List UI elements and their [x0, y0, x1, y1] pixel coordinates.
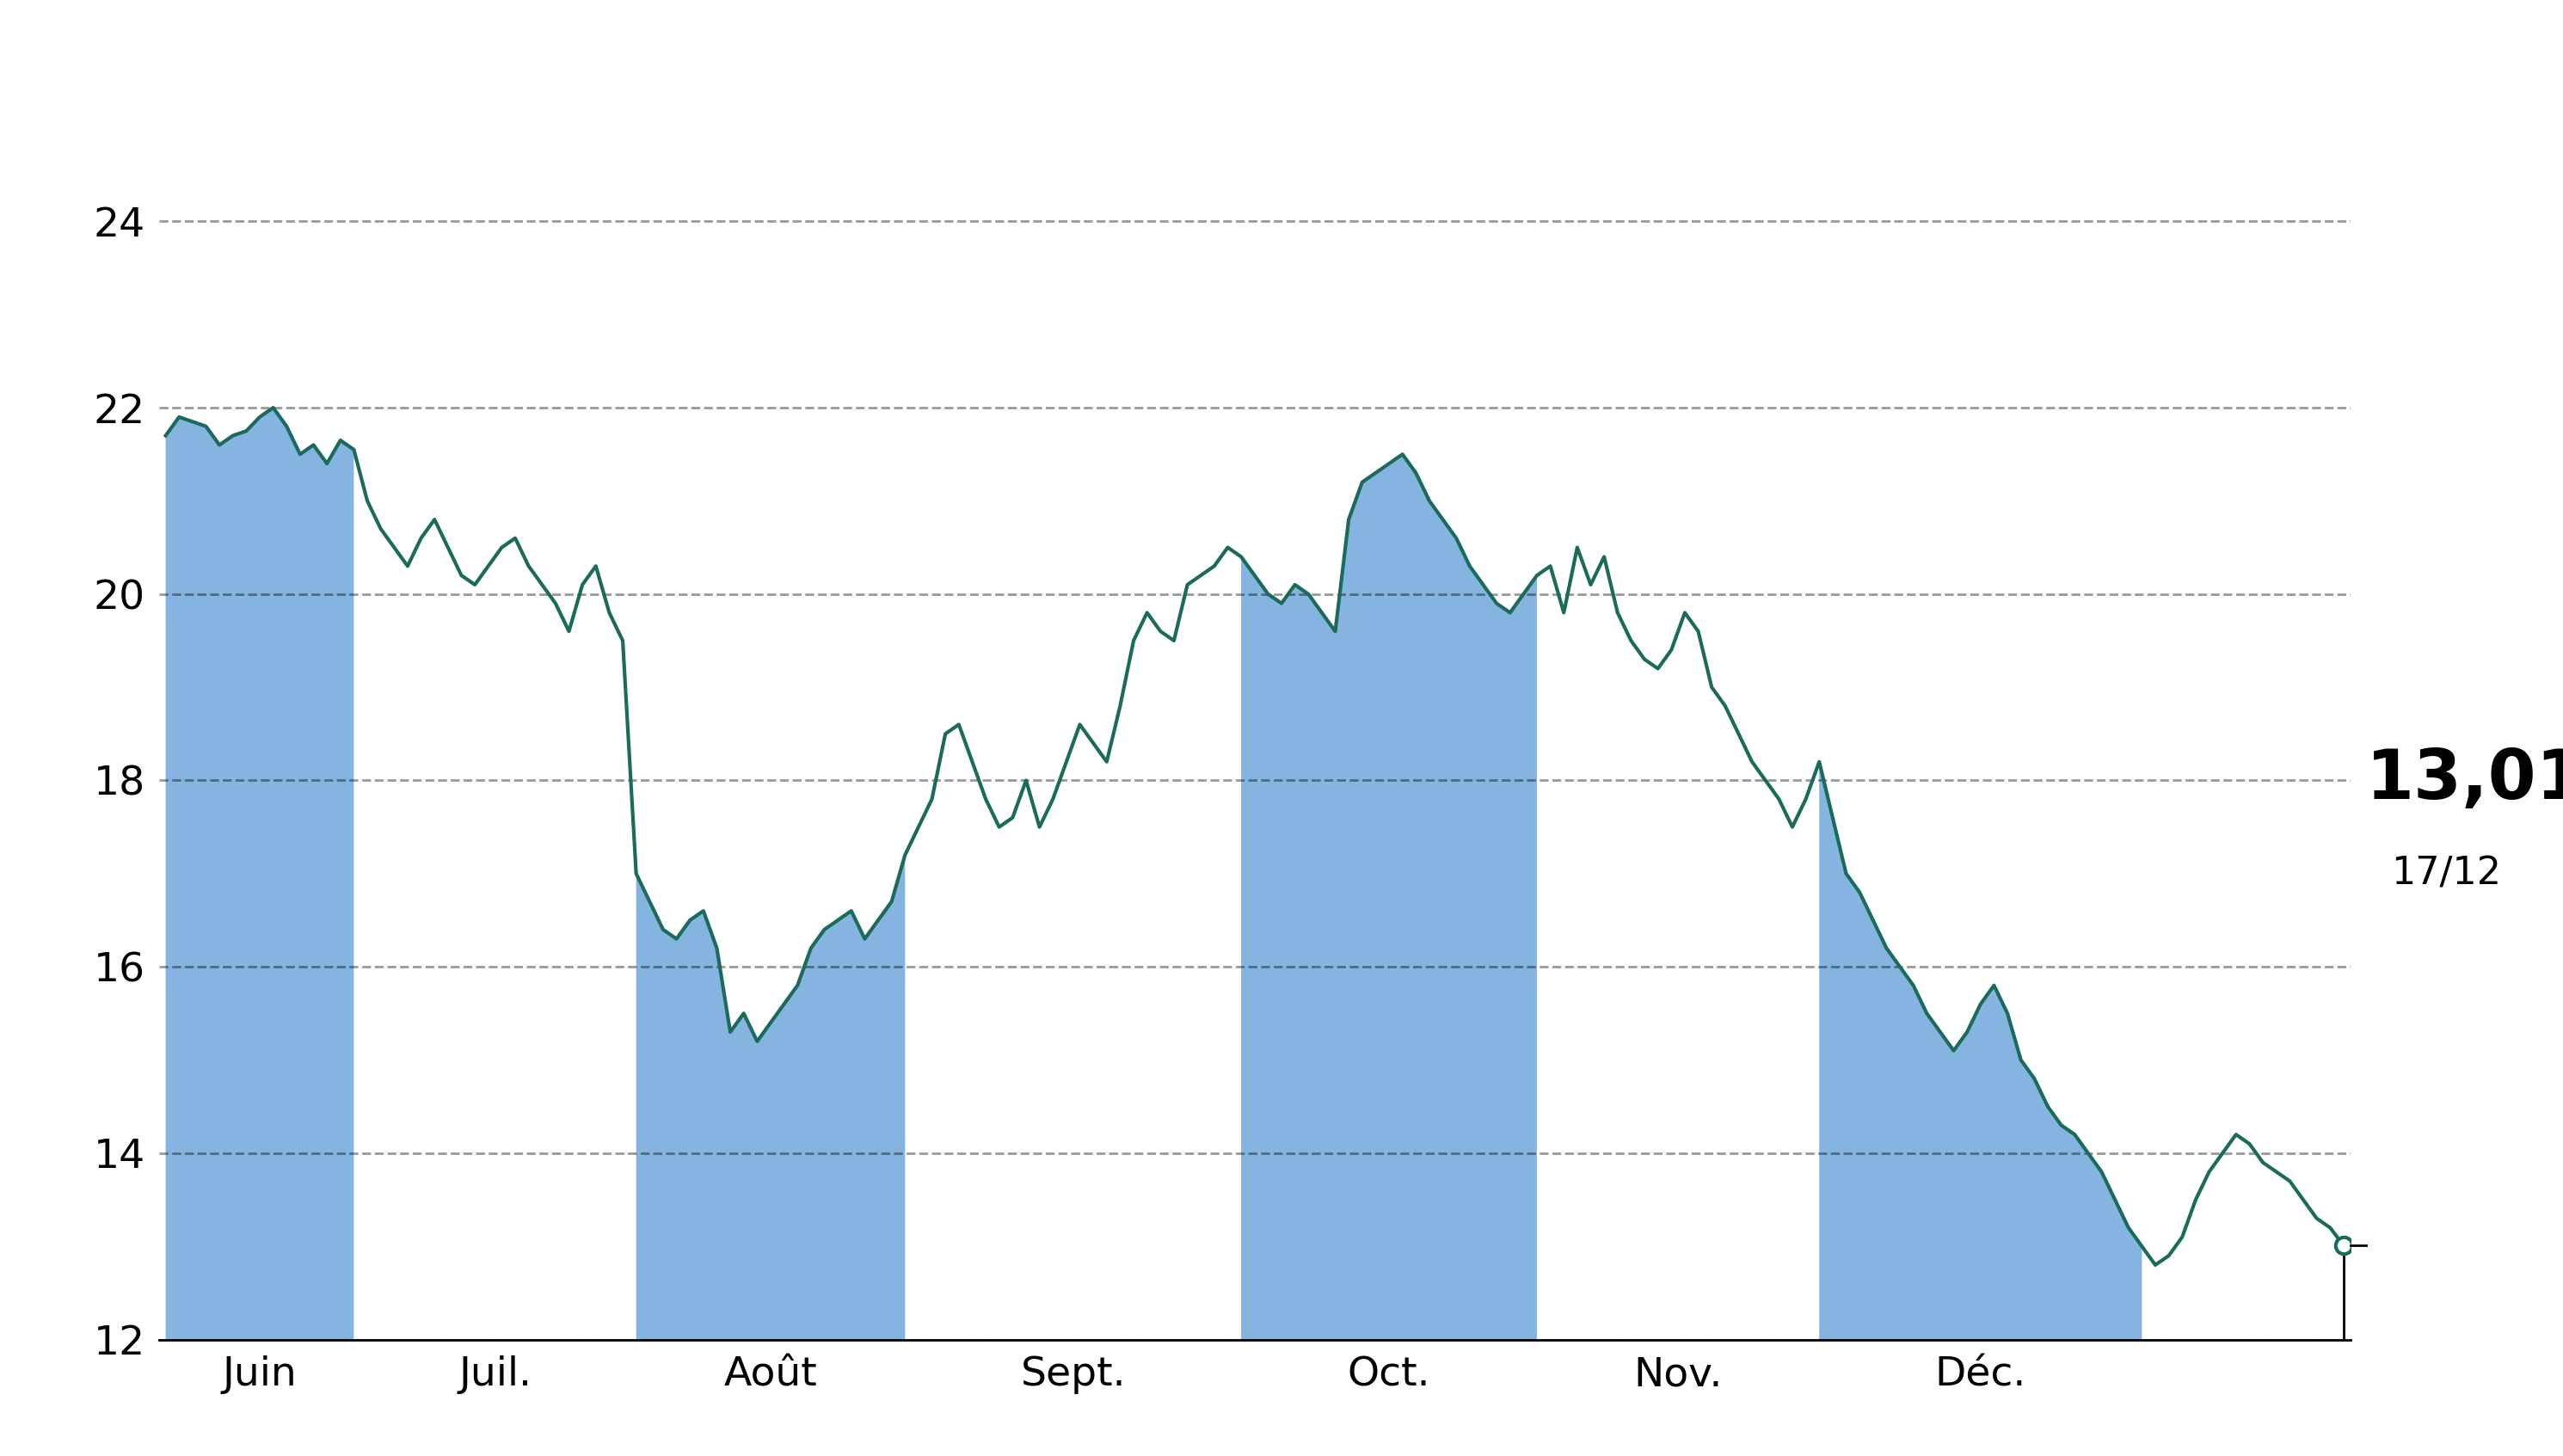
Text: 17/12: 17/12	[2391, 855, 2501, 893]
Text: AT&S Austria Technologie & Systemtechnik AG: AT&S Austria Technologie & Systemtechnik…	[87, 39, 2476, 128]
Text: 13,01: 13,01	[2366, 747, 2563, 814]
